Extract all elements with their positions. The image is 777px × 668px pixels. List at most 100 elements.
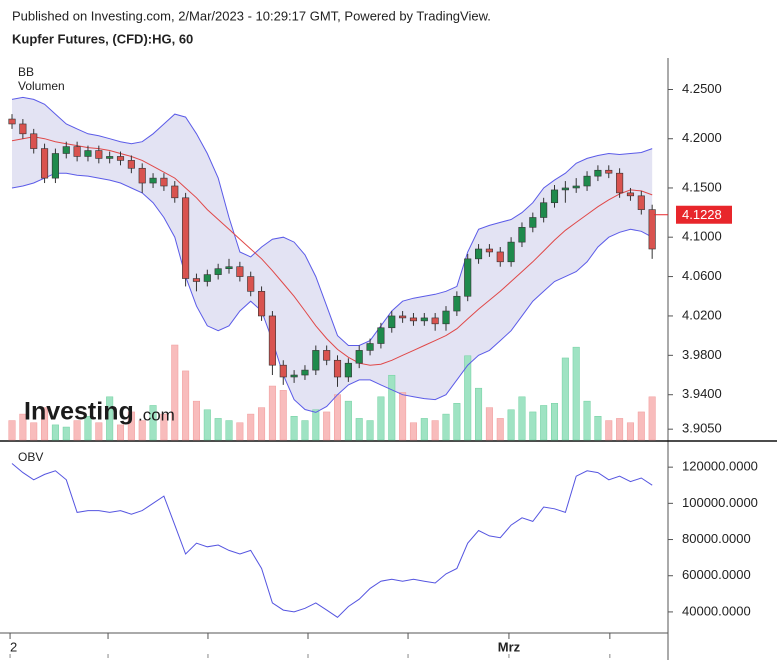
- volume-bar: [30, 422, 38, 441]
- candle-body: [540, 202, 548, 218]
- price-label-box: [676, 205, 732, 224]
- candle-body: [605, 169, 613, 174]
- volume-bar: [214, 418, 222, 441]
- volume-bar: [594, 416, 602, 441]
- candle-body: [182, 197, 190, 279]
- candle-body: [637, 195, 645, 210]
- candle-body: [518, 227, 526, 243]
- volume-bar: [301, 420, 309, 441]
- y-tick-label: 4.2500: [682, 81, 722, 96]
- volume-bar: [8, 420, 16, 441]
- candle-body: [594, 169, 602, 177]
- candle-body: [30, 133, 38, 149]
- candle-body: [290, 374, 298, 378]
- candle-body: [572, 185, 580, 189]
- candle-body: [409, 317, 418, 322]
- volume-bar: [41, 407, 49, 441]
- y-tick-label: 60000.0000: [682, 567, 751, 582]
- candle-body: [8, 118, 16, 125]
- volume-bar: [203, 409, 211, 441]
- candle-body: [160, 177, 168, 187]
- volume-bar: [279, 390, 287, 441]
- volume-bar: [106, 396, 114, 441]
- candle-body: [626, 192, 635, 197]
- volume-bar: [268, 385, 276, 441]
- volume-bar: [551, 403, 559, 441]
- candle-body: [550, 189, 559, 204]
- candle-body: [616, 172, 624, 194]
- volume-bar: [344, 400, 352, 441]
- volume-bar: [442, 413, 450, 441]
- candle-body: [333, 359, 342, 378]
- indicator-label: OBV: [18, 450, 43, 464]
- volume-bar: [409, 422, 417, 441]
- volume-bar: [648, 396, 656, 441]
- price-label: 4.1228: [682, 207, 722, 222]
- candle-body: [301, 369, 309, 376]
- candle-body: [377, 327, 385, 344]
- volume-bar: [19, 413, 27, 441]
- y-tick-label: 3.9050: [682, 421, 722, 436]
- y-tick-label: 40000.0000: [682, 603, 751, 618]
- volume-bar: [475, 387, 483, 441]
- candle-body: [399, 315, 407, 319]
- volume-bar: [637, 411, 645, 441]
- candle-body: [323, 350, 331, 361]
- candle-body: [507, 241, 515, 263]
- x-tick-label: Mrz: [498, 639, 521, 654]
- candle-body: [442, 310, 450, 325]
- volume-bar: [51, 424, 59, 441]
- candle-body: [475, 248, 483, 260]
- volume-bar: [616, 418, 624, 441]
- bb-fill: [12, 97, 653, 413]
- volume-bar: [529, 411, 537, 441]
- volume-bar: [561, 357, 569, 441]
- indicator-label: Volumen: [18, 79, 65, 93]
- volume-bar: [323, 411, 331, 441]
- volume-bar: [73, 420, 81, 441]
- x-tick-label: 2: [10, 639, 17, 654]
- candle-body: [312, 350, 320, 371]
- candle-body: [214, 268, 222, 275]
- y-tick-label: 80000.0000: [682, 531, 751, 546]
- volume-bar: [572, 346, 580, 441]
- candle-body: [648, 209, 656, 250]
- volume-bar: [290, 416, 298, 441]
- volume-bar: [258, 407, 266, 441]
- candle-body: [453, 295, 461, 312]
- volume-bar: [95, 422, 103, 441]
- y-tick-label: 3.9400: [682, 386, 722, 401]
- volume-bar: [388, 374, 396, 441]
- volume-bar: [431, 420, 439, 441]
- volume-bar: [366, 420, 374, 441]
- volume-bar: [420, 418, 428, 441]
- bb-lower-line: [11, 172, 653, 413]
- candle-body: [116, 156, 125, 161]
- volume-bar: [377, 396, 385, 441]
- candle-body: [236, 266, 244, 277]
- obv-line: [11, 463, 653, 618]
- candle-body: [529, 217, 537, 228]
- candle-body: [268, 315, 276, 366]
- volume-bar: [496, 418, 504, 441]
- candle-body: [95, 150, 103, 159]
- volume-bar: [236, 422, 244, 441]
- candle-body: [41, 148, 49, 179]
- candle-body: [431, 317, 439, 325]
- watermark: Investing: [24, 398, 134, 426]
- volume-bar: [399, 392, 407, 441]
- candle-body: [388, 315, 396, 329]
- volume-bar: [182, 370, 190, 441]
- symbol-title: Kupfer Futures, (CFD):HG, 60: [12, 31, 193, 46]
- y-tick-label: 4.1500: [682, 179, 722, 194]
- volume-bar: [464, 355, 472, 441]
- y-tick-label: 4.1000: [682, 229, 722, 244]
- volume-bar: [312, 409, 320, 441]
- volume-bar: [334, 394, 342, 441]
- volume-bar: [247, 413, 255, 441]
- candle-body: [62, 146, 70, 154]
- candle-body: [171, 185, 179, 199]
- y-tick-label: 4.2000: [682, 130, 722, 145]
